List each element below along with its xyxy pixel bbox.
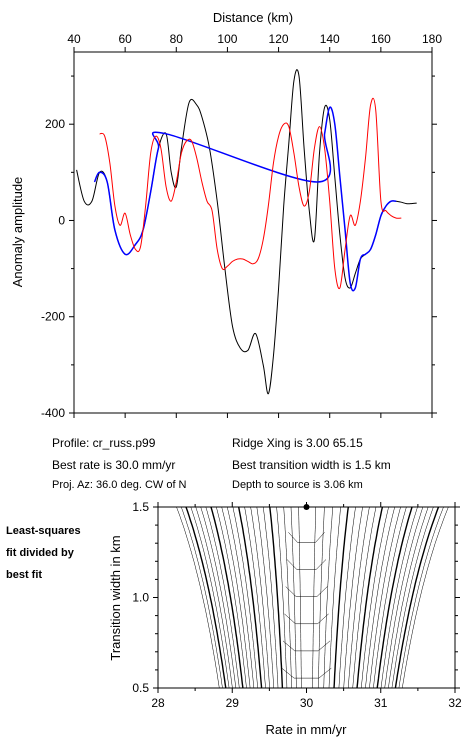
contour-line — [312, 506, 316, 689]
contour-line — [185, 506, 227, 689]
contour-line — [298, 506, 302, 689]
contour-line — [250, 506, 270, 689]
contour-line — [356, 506, 384, 689]
top-x-tick-label: 80 — [170, 32, 184, 46]
bottom-x-axis-label: Rate in mm/yr — [266, 722, 348, 737]
contour-line — [317, 506, 325, 689]
contour-line — [226, 506, 255, 689]
top-x-tick-label: 40 — [67, 32, 81, 46]
contour-line — [398, 506, 444, 689]
contour-line — [369, 506, 401, 689]
contour-line — [216, 506, 247, 689]
contour-cap — [285, 586, 328, 597]
contour-line — [373, 506, 407, 689]
bottom-y-tick-label: 1.0 — [132, 591, 149, 605]
top-x-tick-label: 60 — [118, 32, 132, 46]
contour-line — [380, 506, 418, 689]
contour-line — [283, 506, 292, 689]
anomaly-profile-plot: 40 60 80 100 120 140 160 180 200 0 -200 -400 Dista… — [10, 10, 442, 420]
top-y-axis-label: Anomaly amplitude — [10, 177, 25, 288]
contour-cap — [282, 640, 331, 652]
info-ridge-xing: Ridge Xing is 3.00 65.15 — [232, 436, 363, 450]
contour-line — [232, 506, 258, 689]
top-y-tick-label: -200 — [41, 310, 65, 324]
misfit-contour-plot: 28 29 30 31 32 0.5 1.0 1.5 Rate in mm/yr Trans… — [108, 500, 462, 737]
model-profile-line — [99, 97, 402, 290]
sidebar-note-line3: best fit — [6, 569, 43, 581]
bottom-x-tick-label: 32 — [448, 696, 462, 710]
contour-line — [361, 506, 389, 689]
contour-line — [269, 506, 284, 689]
info-profile: Profile: cr_russ.p99 — [52, 436, 156, 450]
contour-cap — [286, 559, 327, 570]
contour-line — [180, 506, 223, 689]
contour-cap — [288, 532, 325, 543]
contour-line — [221, 506, 251, 689]
contour-line — [210, 506, 244, 689]
top-plot-frame — [73, 51, 433, 414]
top-series-group — [76, 69, 417, 395]
top-y-tick-label: 0 — [58, 213, 65, 227]
contour-line — [376, 506, 413, 689]
bottom-x-ticks: 28 29 30 31 32 — [151, 502, 462, 710]
top-y-tick-label: 200 — [45, 117, 65, 131]
top-x-ticks: 40 60 80 100 120 140 160 180 — [67, 32, 442, 418]
contour-line — [384, 506, 424, 689]
contour-line — [347, 506, 370, 689]
bottom-x-tick-label: 29 — [226, 696, 240, 710]
top-x-tick-label: 180 — [422, 32, 442, 46]
bottom-y-tick-label: 0.5 — [132, 681, 149, 695]
contour-line — [290, 506, 297, 689]
contour-line — [176, 506, 220, 689]
top-x-tick-label: 140 — [320, 32, 340, 46]
best-fit-point — [303, 504, 310, 510]
contour-line — [338, 506, 356, 689]
contour-line — [200, 506, 237, 689]
info-proj-az: Proj. Az: 36.0 deg. CW of N — [52, 479, 187, 491]
sidebar-note-line1: Least-squares — [6, 525, 81, 537]
contour-line — [244, 506, 266, 689]
contour-line — [391, 506, 434, 689]
contour-line — [365, 506, 395, 689]
contour-line — [343, 506, 363, 689]
bottom-y-axis-label: Transition width in km — [108, 535, 123, 660]
contour-line — [328, 506, 341, 689]
top-x-tick-label: 120 — [269, 32, 289, 46]
fitted-segment-line — [93, 106, 397, 292]
contour-lines — [176, 506, 449, 689]
bottom-x-tick-label: 30 — [300, 696, 314, 710]
contour-line — [190, 506, 230, 689]
contour-line — [402, 506, 449, 689]
bottom-y-tick-label: 1.5 — [132, 500, 149, 514]
contour-cap — [281, 667, 332, 679]
top-y-ticks: 200 0 -200 -400 — [41, 75, 437, 420]
contour-line — [205, 506, 240, 689]
info-best-width: Best transition width is 1.5 km — [232, 458, 391, 472]
top-y-tick-label: -400 — [41, 406, 65, 420]
contour-line — [238, 506, 263, 689]
contour-line — [195, 506, 233, 689]
sidebar-note-line2: fit divided by — [6, 547, 74, 559]
info-best-rate: Best rate is 30.0 mm/yr — [52, 458, 176, 472]
top-x-axis-label: Distance (km) — [213, 10, 293, 25]
contour-line — [276, 506, 288, 689]
info-depth: Depth to source is 3.06 km — [232, 479, 363, 491]
contour-line — [394, 506, 440, 689]
contour-line — [323, 506, 334, 689]
bottom-x-tick-label: 31 — [374, 696, 388, 710]
bottom-y-ticks: 0.5 1.0 1.5 — [132, 500, 460, 695]
observed-profile-line — [76, 69, 417, 395]
contour-line — [262, 506, 279, 689]
contour-line — [256, 506, 275, 689]
contour-line — [352, 506, 377, 689]
top-x-tick-label: 160 — [371, 32, 391, 46]
contour-cap — [284, 613, 329, 625]
contour-line — [388, 506, 429, 689]
contour-line — [333, 506, 349, 689]
bottom-x-tick-label: 28 — [151, 696, 165, 710]
top-x-tick-label: 100 — [217, 32, 237, 46]
